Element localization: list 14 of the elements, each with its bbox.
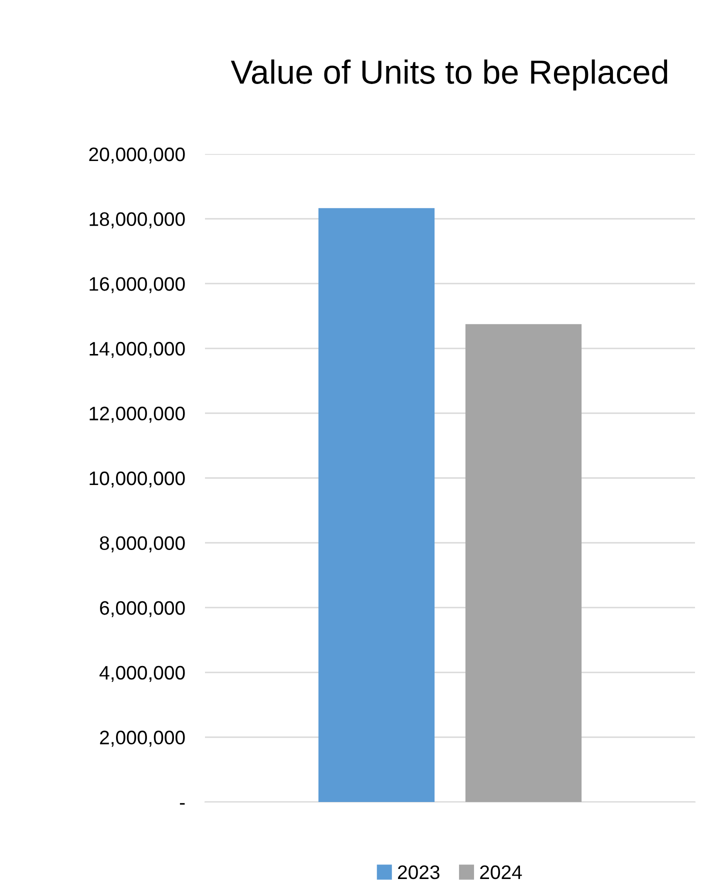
y-tick-label: -: [180, 803, 185, 805]
y-tick-label: 16,000,000: [90, 277, 185, 294]
y-tick-label: 6,000,000: [100, 601, 185, 618]
legend-label: 2024: [480, 865, 522, 880]
y-tick-label: 14,000,000: [90, 342, 185, 358]
y-tick-label: 2,000,000: [100, 730, 185, 747]
chart-title: Value of Units to be Replaced: [230, 59, 668, 91]
legend-label: 2023: [398, 865, 440, 880]
y-tick-label: 10,000,000: [90, 471, 185, 488]
y-tick-label: 18,000,000: [90, 212, 185, 228]
y-tick-label: 4,000,000: [100, 666, 185, 682]
y-tick-label: 20,000,000: [89, 147, 185, 164]
y-tick-label: 8,000,000: [100, 536, 185, 552]
y-tick-label: 12,000,000: [90, 406, 185, 423]
